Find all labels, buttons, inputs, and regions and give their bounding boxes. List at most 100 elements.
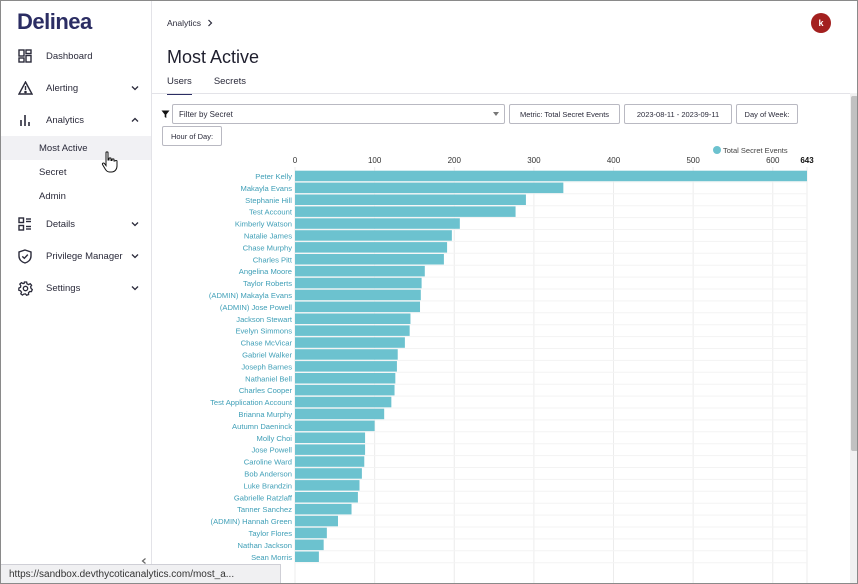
legend-marker <box>713 146 721 154</box>
bar <box>295 194 526 205</box>
category-label: Natalie James <box>244 231 292 240</box>
category-label: Kimberly Watson <box>235 220 292 229</box>
status-bar-url: https://sandbox.devthycoticanalytics.com… <box>1 564 281 583</box>
chevron-down-icon <box>131 86 139 91</box>
bar <box>295 480 360 491</box>
category-label: Charles Cooper <box>239 386 293 395</box>
bar <box>295 218 460 229</box>
category-label: Jackson Stewart <box>236 315 293 324</box>
bar-chart-icon <box>17 112 33 128</box>
sidebar-subitem-admin[interactable]: Admin <box>39 190 66 202</box>
bar <box>295 254 444 265</box>
sidebar-item-settings[interactable]: Settings <box>1 274 151 302</box>
hour-of-day-button[interactable]: Hour of Day: <box>162 126 222 146</box>
bar <box>295 456 365 467</box>
collapse-sidebar-icon[interactable] <box>140 557 148 565</box>
category-label: Chase Murphy <box>243 243 293 252</box>
bar <box>295 170 807 182</box>
x-tick-label: 200 <box>448 156 462 165</box>
category-label: Nathaniel Bell <box>245 374 292 383</box>
category-label: Chase McVicar <box>241 339 293 348</box>
category-label: Brianna Murphy <box>238 410 292 419</box>
category-label: Luke Brandzin <box>243 481 292 490</box>
category-label: Gabrielle Ratzlaff <box>234 493 293 502</box>
tabs: Users Secrets <box>167 76 246 95</box>
bar-chart: 0 100 200 300 400 500 600 643 Total Secret Event… <box>152 141 852 583</box>
sidebar-item-label: Details <box>46 218 76 230</box>
filter-by-secret-select[interactable]: Filter by Secret <box>172 104 505 124</box>
bar <box>295 349 398 360</box>
tab-users[interactable]: Users <box>167 76 192 95</box>
warning-icon <box>17 80 33 96</box>
bar <box>295 182 564 194</box>
sidebar-item-privilege-manager[interactable]: Privilege Manager <box>1 242 151 270</box>
sidebar-item-details[interactable]: Details <box>1 210 151 238</box>
sidebar-item-label: Analytics <box>46 114 85 126</box>
sidebar-item-analytics[interactable]: Analytics <box>1 106 151 134</box>
x-tick-label: 643 <box>800 156 814 165</box>
category-label: Makayla Evans <box>241 184 293 193</box>
chevron-up-icon <box>131 117 139 122</box>
sidebar-subitem-secret[interactable]: Secret <box>39 166 67 178</box>
category-label: Taylor Flores <box>249 529 293 538</box>
day-of-week-button[interactable]: Day of Week: <box>736 104 798 124</box>
bar <box>295 361 397 372</box>
category-label: Molly Choi <box>257 434 293 443</box>
breadcrumb: Analytics <box>167 18 214 28</box>
sidebar-subitem-most-active[interactable]: Most Active <box>1 136 151 160</box>
bar <box>295 230 452 241</box>
category-label: Tanner Sanchez <box>237 505 292 514</box>
x-tick-label: 100 <box>368 156 382 165</box>
sidebar: Delinea Dashboard Alerting Analytics Mos… <box>1 1 152 583</box>
bar <box>295 539 324 551</box>
bar <box>295 384 395 396</box>
bar <box>295 468 362 479</box>
category-label: Taylor Roberts <box>243 279 292 288</box>
delinea-logo[interactable]: Delinea <box>17 9 92 34</box>
hand-cursor-icon <box>101 151 118 173</box>
user-avatar[interactable]: k <box>811 13 831 33</box>
caret-down-icon <box>493 112 499 116</box>
category-label: Peter Kelly <box>255 172 292 181</box>
category-label: Jose Powell <box>251 446 292 455</box>
sidebar-item-label: Settings <box>46 282 81 294</box>
x-tick-label: 400 <box>607 156 621 165</box>
bar <box>295 492 358 503</box>
tab-secrets[interactable]: Secrets <box>213 76 247 87</box>
bar <box>295 277 422 289</box>
scrollbar-thumb[interactable] <box>851 96 857 451</box>
details-icon <box>17 216 33 232</box>
bar <box>295 432 366 443</box>
date-range-button[interactable]: 2023-08-11 - 2023-09-11 <box>624 104 732 124</box>
chevron-down-icon <box>131 254 139 259</box>
category-label: Autumn Daeninck <box>232 422 292 431</box>
sidebar-item-label: Alerting <box>46 82 79 94</box>
metric-button[interactable]: Metric: Total Secret Events <box>509 104 620 124</box>
breadcrumb-analytics[interactable]: Analytics <box>167 18 202 28</box>
x-tick-label: 0 <box>293 156 298 165</box>
category-label: Test Application Account <box>210 398 293 407</box>
category-label: Sean Morris <box>251 553 292 562</box>
bar <box>295 551 319 562</box>
category-label: (ADMIN) Hannah Green <box>211 517 292 526</box>
category-label: Test Account <box>249 208 293 217</box>
bar <box>295 527 327 539</box>
page-title: Most Active <box>167 47 260 67</box>
gear-icon <box>17 280 33 296</box>
sidebar-item-label: Dashboard <box>46 50 93 62</box>
x-tick-label: 600 <box>766 156 780 165</box>
tabs-divider <box>152 93 857 94</box>
bar <box>295 337 405 348</box>
bar <box>295 503 352 515</box>
bar <box>295 408 385 420</box>
category-label: Joseph Barnes <box>241 362 292 371</box>
category-label: Evelyn Simmons <box>235 327 292 336</box>
sidebar-item-dashboard[interactable]: Dashboard <box>1 42 151 70</box>
bar <box>295 289 421 301</box>
category-label: Angelina Moore <box>239 267 292 276</box>
bar <box>295 325 410 336</box>
sidebar-item-alerting[interactable]: Alerting <box>1 74 151 102</box>
dashboard-icon <box>17 48 33 64</box>
shield-check-icon <box>17 248 33 264</box>
